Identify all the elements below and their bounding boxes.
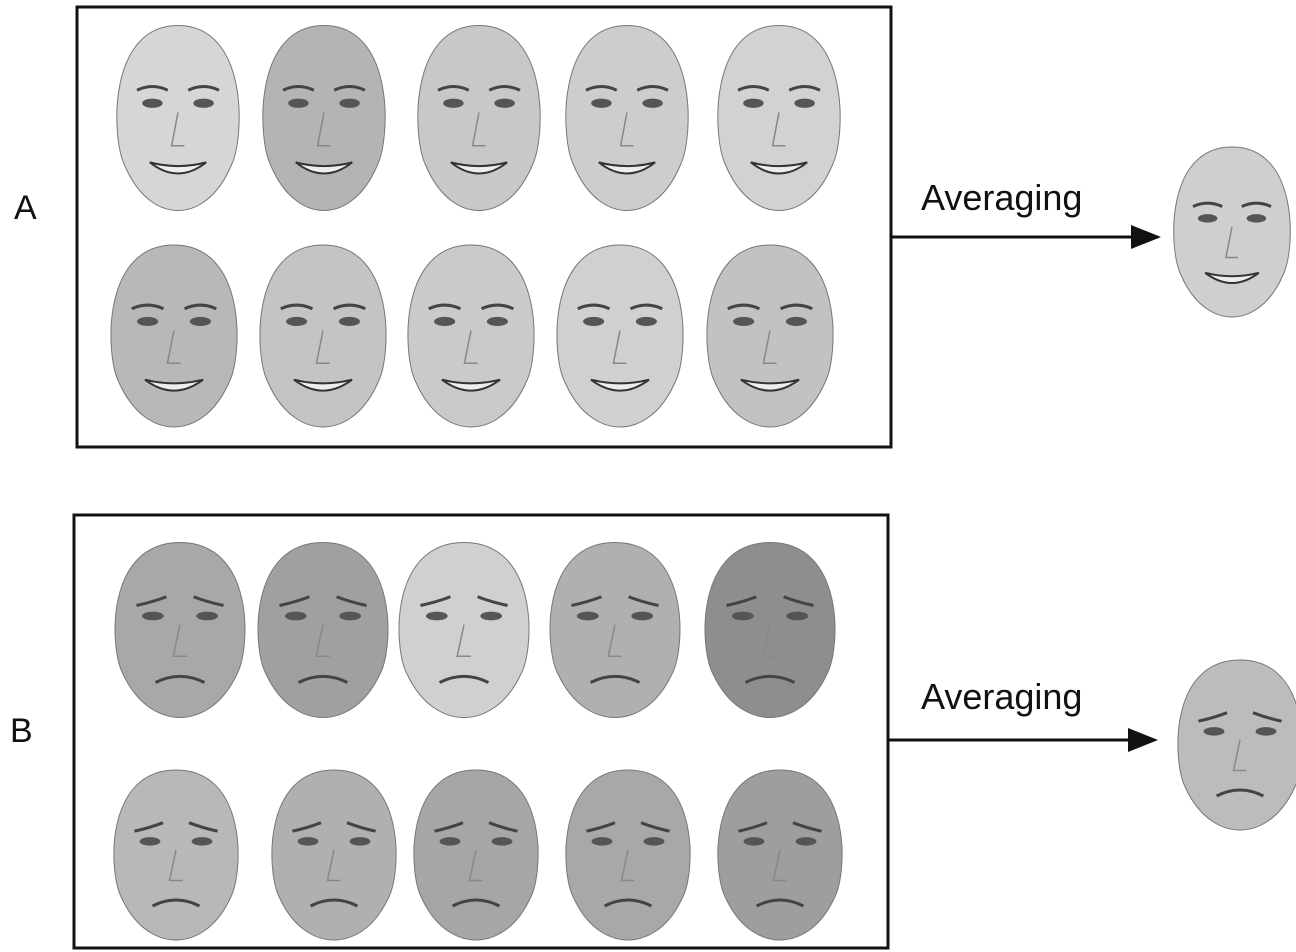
eye <box>492 837 513 846</box>
face <box>707 245 833 427</box>
eye <box>494 99 514 108</box>
face-outline <box>418 26 540 211</box>
face <box>566 770 690 940</box>
eye <box>426 612 448 621</box>
face-outline <box>557 245 683 427</box>
eye <box>786 317 807 326</box>
face-outline <box>272 770 396 940</box>
face-outline <box>260 245 386 427</box>
face <box>414 770 538 940</box>
eye <box>786 612 808 621</box>
face-outline <box>399 543 529 718</box>
eye <box>350 837 371 846</box>
face <box>418 26 540 211</box>
eye <box>631 612 653 621</box>
arrow-label: Averaging <box>921 676 1082 717</box>
face <box>258 543 388 718</box>
eye <box>339 612 361 621</box>
eye <box>285 612 307 621</box>
eye <box>140 837 161 846</box>
eye <box>733 317 754 326</box>
eye <box>298 837 319 846</box>
face <box>260 245 386 427</box>
face <box>550 543 680 718</box>
face-outline <box>117 26 239 211</box>
eye <box>743 99 763 108</box>
faces <box>111 26 1296 941</box>
eye <box>636 317 657 326</box>
face-outline <box>566 26 688 211</box>
face <box>272 770 396 940</box>
eye <box>190 317 211 326</box>
face <box>566 26 688 211</box>
eye <box>339 99 359 108</box>
face <box>557 245 683 427</box>
face <box>114 770 238 940</box>
face <box>718 770 842 940</box>
eye <box>480 612 502 621</box>
face <box>111 245 237 427</box>
eye <box>1247 214 1267 223</box>
eye <box>142 99 162 108</box>
face <box>408 245 534 427</box>
panel-label: A <box>14 189 37 227</box>
eye <box>137 317 158 326</box>
eye <box>142 612 164 621</box>
eye <box>193 99 213 108</box>
face-outline <box>258 543 388 718</box>
figure: A B Averaging Averaging <box>0 0 1296 952</box>
face <box>1178 660 1296 830</box>
eye <box>732 612 754 621</box>
face-outline <box>718 770 842 940</box>
eye <box>443 99 463 108</box>
face-outline <box>1174 147 1291 317</box>
eye <box>591 99 611 108</box>
face-outline <box>566 770 690 940</box>
face-outline <box>1178 660 1296 830</box>
face-outline <box>263 26 385 211</box>
eye <box>644 837 665 846</box>
eye <box>440 837 461 846</box>
face <box>705 543 835 718</box>
eye <box>192 837 213 846</box>
face <box>263 26 385 211</box>
eye <box>1256 727 1277 736</box>
face-outline <box>718 26 840 211</box>
eye <box>592 837 613 846</box>
eye <box>794 99 814 108</box>
face <box>117 26 239 211</box>
eye <box>642 99 662 108</box>
face-outline <box>550 543 680 718</box>
face <box>718 26 840 211</box>
eye <box>1204 727 1225 736</box>
face-outline <box>707 245 833 427</box>
face-outline <box>414 770 538 940</box>
eye <box>339 317 360 326</box>
face <box>115 543 245 718</box>
panel-label: B <box>10 712 33 750</box>
face-outline <box>705 543 835 718</box>
face-outline <box>408 245 534 427</box>
face-outline <box>115 543 245 718</box>
face-outline <box>111 245 237 427</box>
page: A B Averaging Averaging (() => { const d… <box>0 0 1296 952</box>
eye <box>487 317 508 326</box>
eye <box>286 317 307 326</box>
face <box>399 543 529 718</box>
face <box>1174 147 1291 317</box>
eye <box>288 99 308 108</box>
eye <box>1198 214 1218 223</box>
eye <box>434 317 455 326</box>
eye <box>196 612 218 621</box>
eye <box>577 612 599 621</box>
eye <box>583 317 604 326</box>
eye <box>796 837 817 846</box>
arrow-label: Averaging <box>921 177 1082 218</box>
face-outline <box>114 770 238 940</box>
eye <box>744 837 765 846</box>
